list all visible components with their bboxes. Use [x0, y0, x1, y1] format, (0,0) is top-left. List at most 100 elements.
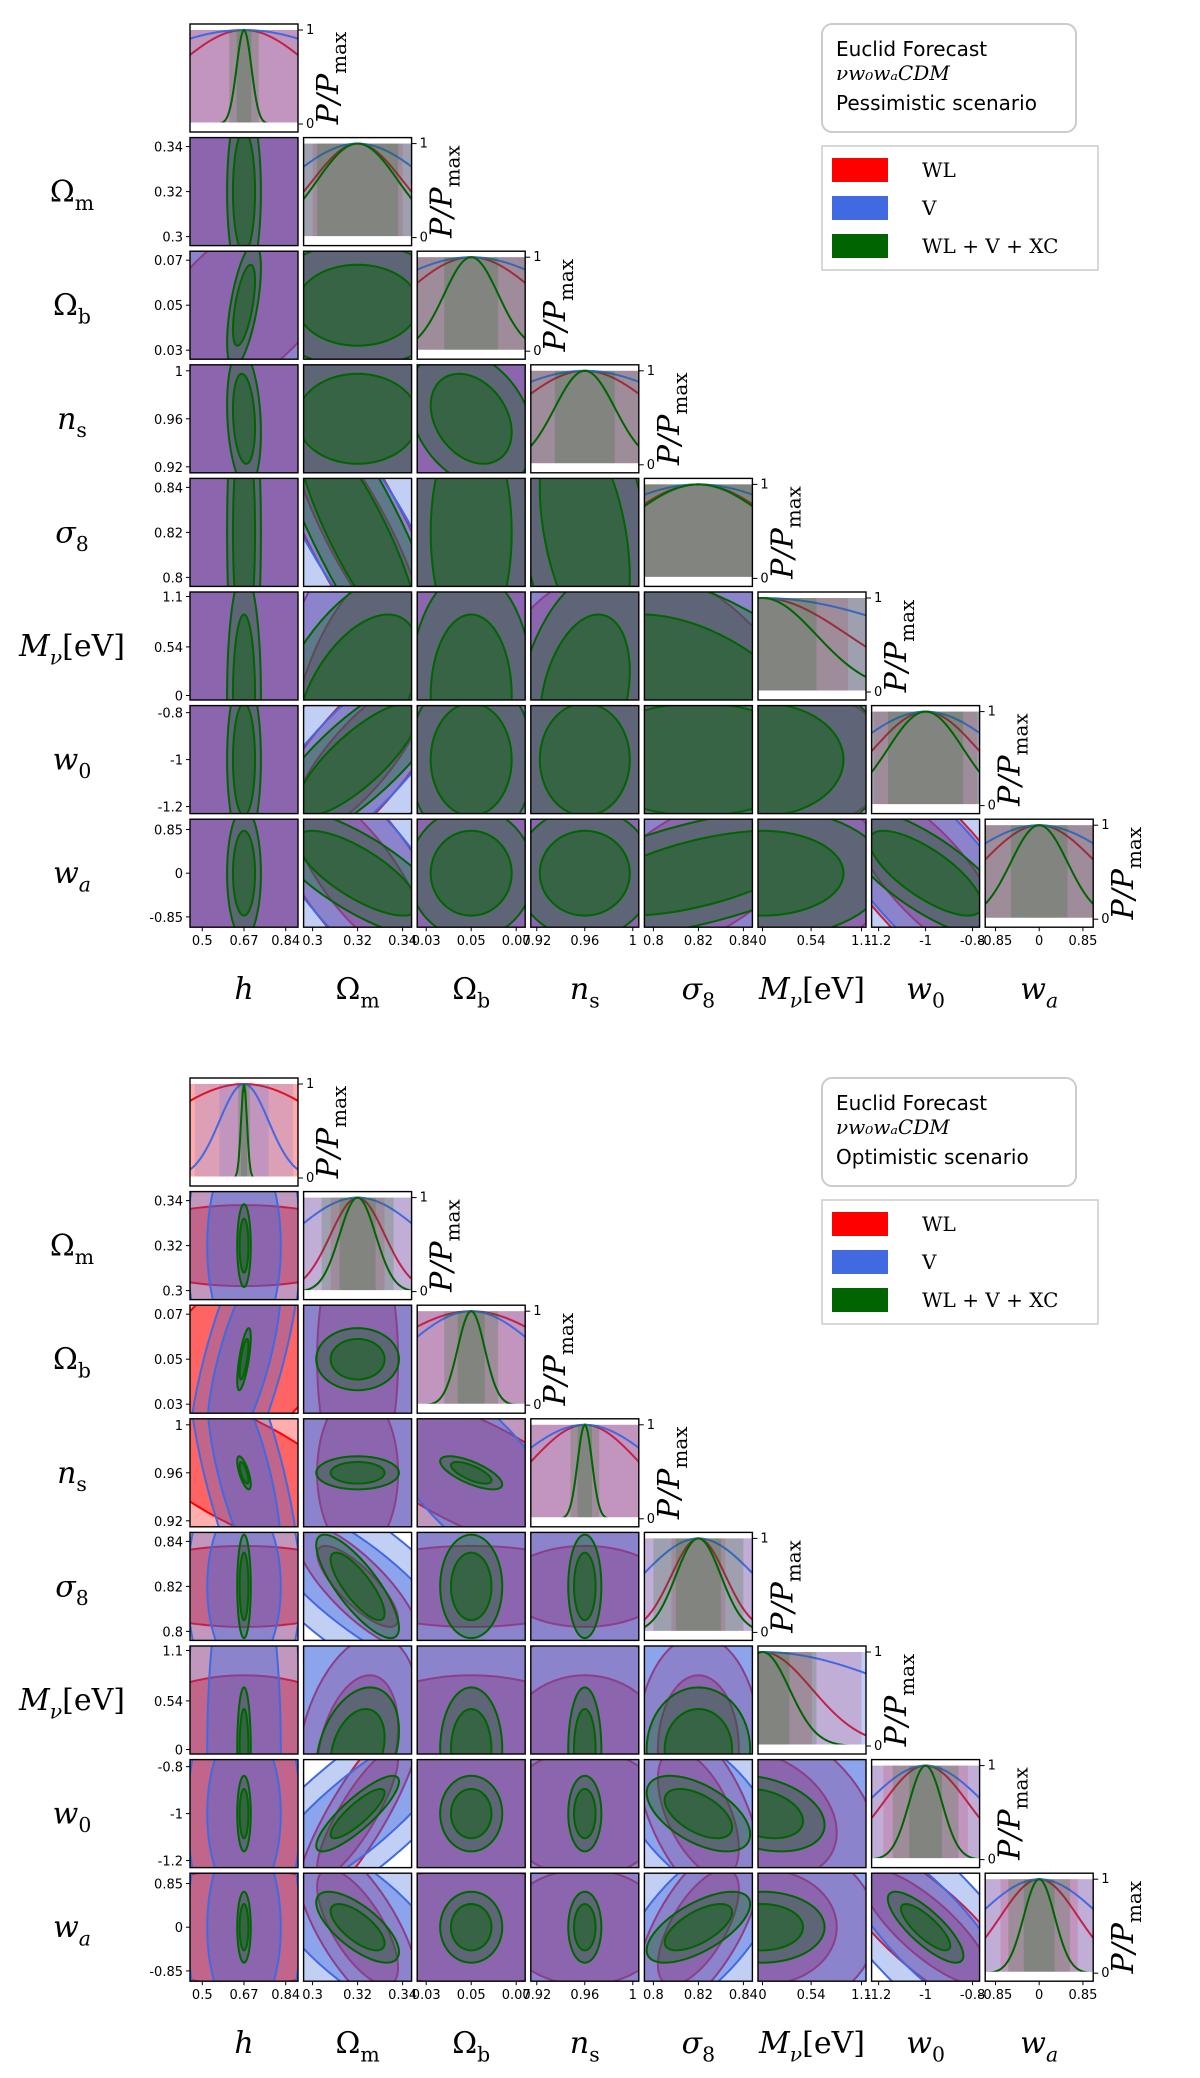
x-tick-label-Mnu: 0	[758, 934, 766, 949]
contour-panel-Om-w0	[302, 1758, 413, 1869]
contour-V-1sigma	[190, 592, 298, 700]
contour-WL-2sigma	[417, 1759, 526, 1868]
y-tick-label-wa: 0	[175, 867, 183, 882]
contour-V-2sigma	[303, 1418, 412, 1527]
marginal-curve-WLVXC	[871, 710, 980, 773]
contour-V-1sigma	[190, 705, 298, 814]
contour-WL-1sigma	[530, 705, 639, 814]
marginal-curve-WLVXC	[303, 1196, 412, 1292]
contour-WL-2sigma	[758, 1873, 866, 1982]
marginal-band-WL	[758, 598, 848, 692]
contour-WLVXC-1sigma	[449, 1707, 493, 1754]
contour-panel-ns-wa: 0.92 0.96 1 ns	[522, 818, 640, 1013]
diag-tick-label: 0	[647, 458, 655, 473]
contour-WLVXC-2sigma	[645, 1890, 752, 1964]
contour-WLVXC-2sigma	[315, 1533, 401, 1640]
contour-V-2sigma	[190, 1532, 298, 1641]
contour-WLVXC-1sigma	[330, 1707, 386, 1754]
y-tick-label-ns: 1	[175, 1419, 183, 1434]
marginal-band-V	[190, 30, 298, 124]
contour-WLVXC-2sigma	[226, 592, 262, 700]
marginal-band-WLVXC	[570, 1424, 600, 1519]
panel-frame	[416, 250, 526, 360]
panel-frame	[416, 1645, 526, 1755]
contour-panel-Om-wa: 0.3 0.32 0.34 Ωm	[302, 1872, 417, 2067]
diag-ylabel: P/Pmax	[311, 31, 351, 125]
contour-WLVXC-1sigma	[572, 1707, 597, 1754]
x-tick-label-Om: 0.3	[302, 1988, 323, 2003]
col-label-s8: σ8	[682, 972, 715, 1012]
x-tick-label-wa: 0	[1035, 934, 1043, 949]
diag-panel-w0: 1 0P/Pmax	[870, 705, 1033, 815]
x-tick-label-Mnu: 0	[758, 1988, 766, 2003]
contour-WLVXC-1sigma	[758, 1788, 805, 1840]
contour-V-1sigma	[417, 1873, 526, 1982]
y-tick-label-Mnu: 0.54	[154, 1695, 183, 1710]
marginal-curve-WLVXC	[871, 1764, 980, 1861]
y-tick-label-Om: 0.3	[162, 1285, 183, 1300]
contour-WLVXC-2sigma	[417, 819, 526, 928]
contour-WLVXC-1sigma	[538, 478, 631, 587]
contour-WL-1sigma	[417, 1873, 526, 1982]
contour-WLVXC-2sigma	[758, 1775, 826, 1853]
contour-panel-s8-w0	[643, 704, 754, 815]
contour-WLVXC-1sigma	[238, 1707, 250, 1754]
contour-WLVXC-1sigma	[429, 478, 513, 587]
marginal-band-WLVXC	[758, 1652, 817, 1746]
y-tick-label-s8: 0.84	[154, 481, 183, 496]
y-tick-label-Mnu: 0.54	[154, 641, 183, 656]
y-tick-label-ns: 0.96	[154, 1467, 183, 1482]
legend-label: WL	[922, 158, 956, 182]
diag-tick-label: 1	[1101, 1872, 1109, 1887]
contour-WL-1sigma	[316, 1873, 400, 1982]
marginal-curve-WLVXC	[303, 142, 412, 200]
contour-WL-2sigma	[190, 364, 298, 473]
title-line-1: Euclid Forecast	[836, 37, 987, 61]
contour-V-1sigma	[758, 1759, 866, 1868]
y-tick-label-w0: -1.2	[158, 801, 183, 816]
contour-WLVXC-1sigma	[663, 1903, 734, 1952]
contour-V-1sigma	[644, 1873, 753, 1982]
contour-panel-h-Mnu: 0 0.54 1.1 Mν[eV]	[18, 591, 299, 705]
contour-panel-Ob-s8	[416, 477, 526, 588]
x-tick-label-s8: 0.82	[684, 934, 713, 949]
contour-WLVXC-2sigma	[315, 1890, 401, 1964]
contour-V-2sigma	[871, 1873, 980, 1982]
contour-V-1sigma	[303, 364, 412, 473]
panel-frame	[416, 364, 526, 474]
x-tick-label-Ob: 0.07	[502, 934, 531, 949]
contour-WL-2sigma	[190, 1305, 298, 1414]
marginal-band-WLVXC	[229, 30, 259, 124]
marginal-band-WLVXC	[236, 30, 252, 124]
x-tick-label-ns: 0.92	[522, 1988, 551, 2003]
contour-panel-Om-w0	[302, 704, 413, 815]
contour-WLVXC-2sigma	[303, 705, 412, 814]
contour-WL-2sigma	[530, 1759, 639, 1868]
contour-WL-2sigma	[530, 1646, 639, 1754]
contour-panel-Om-s8	[302, 477, 413, 588]
contour-panel-ns-s8	[530, 477, 640, 588]
contour-WLVXC-1sigma	[644, 613, 753, 700]
row-label-Ob: Ωb	[53, 1342, 91, 1382]
row-label-w0: w0	[53, 743, 92, 783]
contour-WLVXC-1sigma	[238, 1787, 250, 1840]
diag-panel-Om: 1 0P/Pmax	[302, 137, 465, 247]
legend: WL V WL + V + XC	[821, 1199, 1099, 1325]
contour-WLVXC-1sigma	[231, 263, 257, 347]
contour-V-2sigma	[190, 364, 298, 473]
contour-V-1sigma	[190, 251, 298, 360]
contour-WLVXC-1sigma	[303, 263, 412, 347]
contour-WLVXC-2sigma	[236, 1327, 252, 1392]
legend-label: WL + V + XC	[922, 234, 1058, 258]
y-tick-label-s8: 0.8	[162, 571, 183, 586]
contour-WLVXC-2sigma	[758, 1890, 826, 1964]
contour-WL-2sigma	[417, 1418, 526, 1527]
contour-panel-ns-w0	[530, 1758, 640, 1869]
diag-panel-h: 1 0P/Pmax	[189, 23, 351, 133]
diag-tick-label: 0	[760, 1625, 768, 1640]
contour-WL-2sigma	[303, 251, 412, 360]
marginal-band-WL	[871, 711, 980, 806]
x-tick-label-w0: -0.8	[960, 1988, 985, 2003]
y-tick-label-ns: 0.96	[154, 413, 183, 428]
diag-ylabel: P/Pmax	[765, 1539, 805, 1633]
